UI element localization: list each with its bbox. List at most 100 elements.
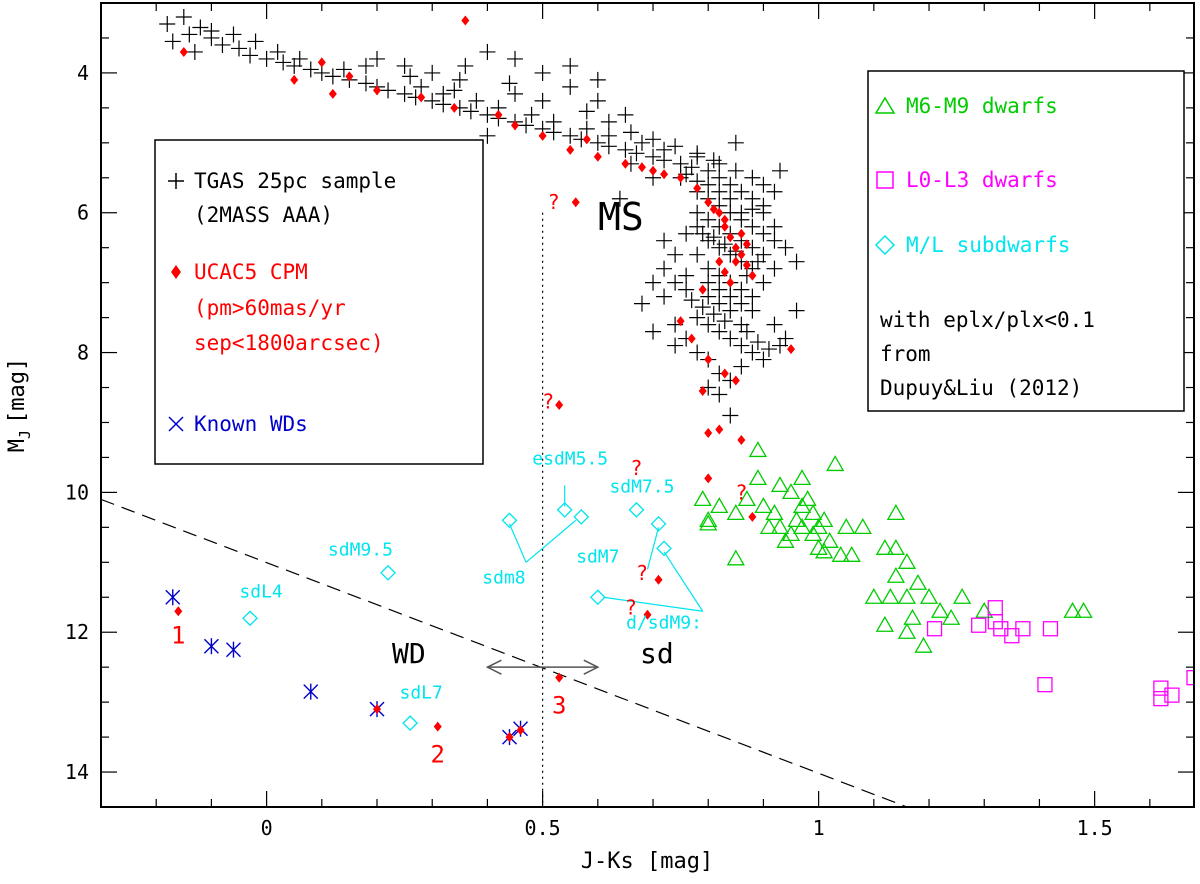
series-5-point-9 bbox=[589, 589, 606, 606]
series-3-point-46 bbox=[809, 518, 828, 534]
series-0-point-154 bbox=[667, 138, 684, 155]
series-3-point-6 bbox=[781, 483, 801, 500]
question-mark-2: ? bbox=[630, 456, 642, 480]
annotation-label-3: sdm8 bbox=[482, 567, 525, 588]
series-3-point-16 bbox=[770, 518, 790, 534]
series-0-point-149 bbox=[534, 92, 551, 109]
series-1-point-39 bbox=[555, 400, 564, 410]
series-0-point-48 bbox=[479, 43, 496, 60]
series-0-point-122 bbox=[755, 204, 772, 221]
series-0-point-83 bbox=[689, 204, 706, 221]
series-1-point-52 bbox=[637, 162, 646, 173]
series-5-point-2 bbox=[402, 715, 419, 732]
series-0-point-72 bbox=[744, 169, 761, 186]
series-3-point-21 bbox=[820, 532, 839, 548]
series-0-point-49 bbox=[507, 50, 524, 67]
series-0-point-163 bbox=[247, 33, 264, 50]
series-1-point-15 bbox=[704, 197, 713, 208]
series-3-point-4 bbox=[826, 455, 845, 472]
series-0-point-161 bbox=[291, 50, 308, 67]
legend-right: M6-M9 dwarfs L0-L3 dwarfs M/L subdwarfs … bbox=[867, 70, 1185, 412]
series-1-point-0 bbox=[461, 15, 470, 26]
series-3-point-0 bbox=[748, 441, 768, 458]
series-0-point-113 bbox=[678, 267, 695, 284]
series-3-point-29 bbox=[886, 566, 906, 583]
series-0-point-51 bbox=[562, 78, 579, 95]
legend-note-line2: from bbox=[880, 342, 931, 366]
series-0-point-44 bbox=[733, 183, 750, 200]
series-1-point-55 bbox=[720, 214, 729, 225]
series-1-point-14 bbox=[693, 183, 702, 194]
series-0-point-106 bbox=[733, 337, 750, 354]
legend-m6m9-label: M6-M9 dwarfs bbox=[906, 94, 1058, 118]
series-0-point-120 bbox=[777, 239, 794, 256]
y-tick-label-1: 6 bbox=[77, 201, 89, 225]
number-label-1: 1 bbox=[171, 622, 185, 650]
region-label-wd: WD bbox=[392, 637, 426, 670]
series-0-point-0 bbox=[159, 15, 176, 32]
annotation-connector-5 bbox=[603, 596, 703, 612]
region-label-sd: sd bbox=[640, 637, 674, 670]
series-2 bbox=[165, 589, 529, 746]
series-0-point-119 bbox=[766, 260, 783, 277]
legend-wd-label: Known WDs bbox=[194, 412, 308, 436]
series-0-point-165 bbox=[203, 22, 220, 39]
series-1-point-42 bbox=[174, 606, 183, 617]
series-0-point-95 bbox=[700, 260, 717, 277]
x-tick-label-1: 0.5 bbox=[525, 816, 561, 840]
series-1-point-49 bbox=[328, 88, 337, 99]
series-0-point-94 bbox=[689, 246, 706, 263]
series-3-point-48 bbox=[776, 532, 795, 548]
series-0-point-102 bbox=[689, 309, 706, 326]
series-1-point-18 bbox=[726, 232, 735, 243]
series-1-point-4 bbox=[373, 85, 382, 96]
series-0-point-193 bbox=[760, 341, 777, 358]
series-0-point-171 bbox=[744, 288, 761, 305]
series-0-point-166 bbox=[181, 26, 198, 43]
series-0-point-24 bbox=[462, 103, 479, 120]
series-0-point-111 bbox=[656, 288, 673, 305]
legend-ucac-marker bbox=[171, 265, 181, 279]
series-0-point-55 bbox=[451, 71, 468, 88]
series-0-point-10 bbox=[275, 54, 292, 71]
legend-tgas-line1: TGAS 25pc sample bbox=[194, 169, 396, 193]
series-3-point-13 bbox=[737, 490, 756, 507]
series-3-point-25 bbox=[726, 549, 745, 566]
series-0-point-137 bbox=[645, 274, 662, 291]
series-5-point-0 bbox=[380, 564, 396, 581]
series-0-point-131 bbox=[711, 386, 728, 403]
series-4-point-12 bbox=[1186, 670, 1194, 686]
series-0 bbox=[159, 8, 805, 424]
series-3-point-44 bbox=[914, 636, 933, 653]
guide-lines bbox=[101, 212, 908, 807]
series-5 bbox=[242, 501, 672, 732]
series-0-point-73 bbox=[755, 176, 772, 193]
series-0-point-162 bbox=[269, 43, 286, 60]
region-arrows bbox=[485, 659, 600, 675]
series-1-point-53 bbox=[660, 169, 669, 180]
y-axis-label-main: M bbox=[5, 439, 30, 452]
series-4-point-1 bbox=[971, 617, 987, 633]
series-1-point-23 bbox=[715, 256, 724, 267]
series-1-point-47 bbox=[555, 672, 564, 683]
series-0-point-36 bbox=[628, 145, 645, 162]
series-0-point-169 bbox=[722, 288, 739, 305]
y-tick-label-2: 8 bbox=[77, 341, 89, 365]
plot-frame bbox=[100, 2, 1195, 808]
series-0-point-21 bbox=[424, 92, 441, 109]
series-0-point-189 bbox=[694, 299, 711, 316]
series-2-point-2 bbox=[225, 641, 241, 658]
series-0-point-9 bbox=[258, 50, 275, 67]
annotation-label-0: esdM5.5 bbox=[532, 448, 608, 469]
series-0-point-148 bbox=[479, 127, 496, 144]
series-0-point-35 bbox=[617, 141, 634, 158]
legend-ucac-line3: sep<1800arcsec) bbox=[194, 331, 384, 355]
series-0-point-84 bbox=[700, 211, 717, 228]
series-1-point-10 bbox=[593, 151, 602, 162]
series-1-point-20 bbox=[737, 249, 746, 260]
series-0-point-42 bbox=[711, 169, 728, 186]
legend-note-line3: Dupuy&Liu (2012) bbox=[880, 376, 1082, 400]
series-1-point-38 bbox=[571, 197, 580, 208]
series-0-point-184 bbox=[716, 236, 733, 253]
series-3-point-49 bbox=[798, 490, 817, 507]
